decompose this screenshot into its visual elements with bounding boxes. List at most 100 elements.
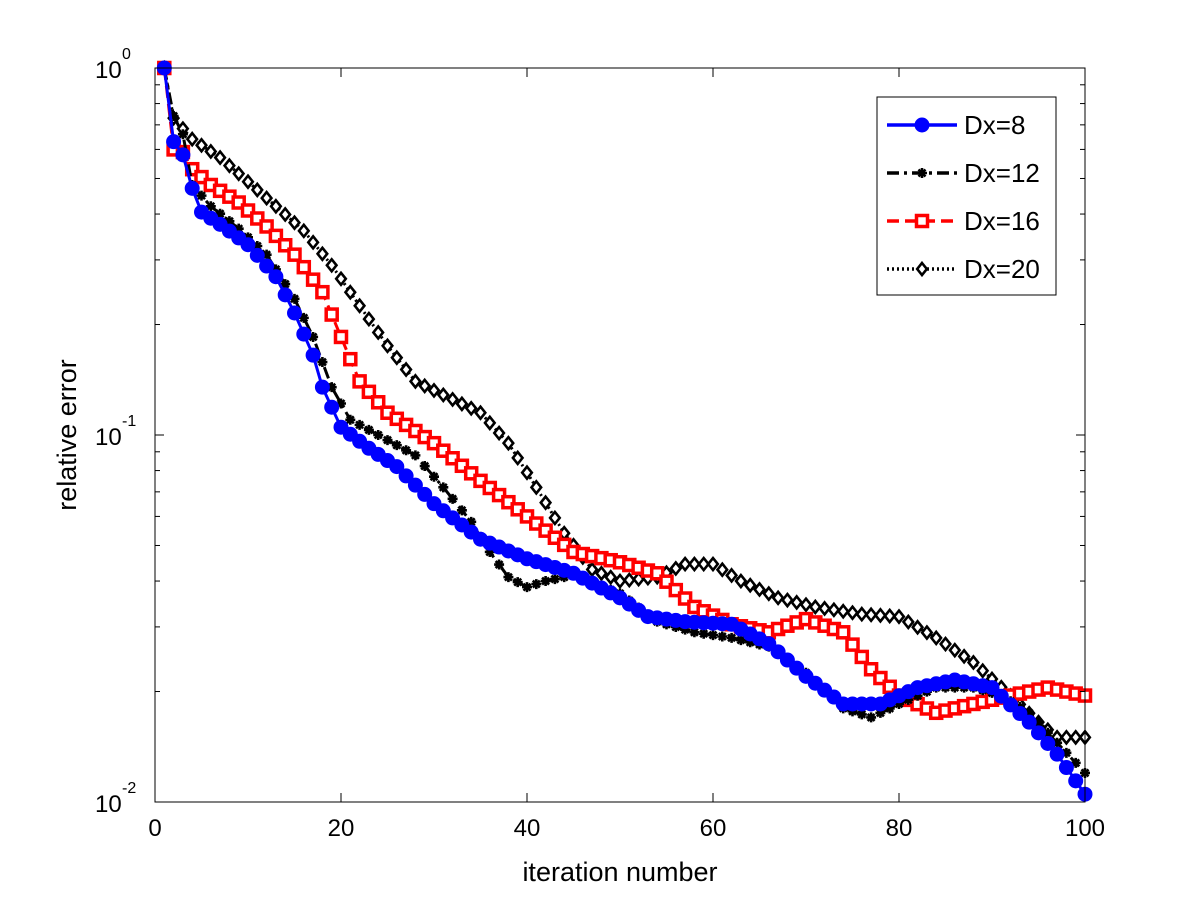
- data-point: [194, 169, 209, 185]
- data-point: [706, 555, 720, 573]
- data-point: [855, 606, 869, 623]
- data-point: [1058, 760, 1074, 776]
- legend-items: Dx=8 Dx=12 Dx=16 Dx=20: [887, 110, 1040, 284]
- series-dx-8: [156, 60, 1093, 802]
- data-point: [277, 238, 293, 253]
- data-point: [268, 269, 284, 285]
- data-point: [678, 555, 692, 573]
- x-tick-label: 100: [1065, 815, 1105, 842]
- x-tick-label: 20: [328, 815, 355, 842]
- legend-label: Dx=20: [964, 254, 1040, 284]
- data-point: [882, 679, 897, 695]
- data-point: [233, 223, 244, 234]
- data-point: [305, 347, 321, 363]
- legend-marker: [917, 168, 927, 178]
- data-point: [418, 377, 432, 394]
- data-point: [168, 110, 179, 121]
- data-point: [539, 494, 553, 511]
- data-point: [454, 458, 470, 474]
- data-point: [417, 486, 433, 502]
- data-point: [680, 624, 691, 635]
- data-point: [343, 284, 357, 301]
- data-point: [269, 198, 283, 215]
- legend-marker: [914, 117, 930, 133]
- data-point: [483, 414, 497, 431]
- data-point: [426, 435, 442, 451]
- data-point: [345, 414, 356, 425]
- data-point: [306, 234, 320, 251]
- data-point: [466, 516, 477, 527]
- data-point: [297, 222, 311, 239]
- data-point: [464, 400, 478, 417]
- data-point: [1040, 736, 1056, 752]
- data-point: [315, 284, 330, 300]
- data-point: [512, 577, 523, 588]
- data-point: [790, 594, 804, 611]
- data-point: [249, 247, 265, 263]
- data-point: [668, 582, 684, 598]
- data-point: [725, 567, 739, 584]
- data-point: [949, 682, 960, 693]
- data-point: [984, 680, 1000, 696]
- data-point: [1024, 707, 1035, 718]
- data-point: [401, 445, 412, 456]
- data-point: [836, 603, 850, 620]
- data-point: [669, 560, 683, 577]
- data-point: [976, 662, 990, 679]
- data-point: [287, 247, 302, 262]
- data-point: [215, 208, 226, 219]
- data-point: [456, 505, 467, 516]
- data-point: [892, 608, 906, 625]
- y-tick-label-exponent: -2: [122, 780, 136, 797]
- data-point: [185, 131, 199, 148]
- data-point: [520, 464, 534, 481]
- data-point: [354, 419, 365, 430]
- data-point: [399, 361, 413, 378]
- data-point: [296, 326, 312, 342]
- data-point: [854, 649, 870, 665]
- data-point: [324, 399, 340, 415]
- legend-label: Dx=8: [964, 110, 1025, 140]
- data-point: [875, 707, 886, 718]
- y-tick-label-exponent: 0: [122, 46, 131, 63]
- x-tick-label: 80: [886, 815, 913, 842]
- data-point: [743, 577, 757, 594]
- data-point: [846, 604, 859, 621]
- data-point: [381, 337, 394, 354]
- data-point: [613, 572, 627, 590]
- y-axis-label: relative error: [52, 359, 82, 511]
- legend: Dx=8 Dx=12 Dx=16 Dx=20: [876, 96, 1057, 296]
- data-point: [204, 143, 218, 160]
- series-layer: [156, 59, 1093, 802]
- data-point: [818, 600, 832, 617]
- data-point: [317, 357, 328, 368]
- data-point: [715, 561, 729, 578]
- data-point: [326, 382, 337, 393]
- data-point: [929, 629, 943, 646]
- legend-item: Dx=20: [887, 254, 1040, 284]
- data-point: [511, 449, 525, 466]
- data-point: [352, 374, 367, 389]
- data-point: [391, 440, 402, 451]
- data-point: [708, 630, 718, 641]
- data-point: [474, 404, 487, 421]
- data-point: [484, 546, 495, 557]
- data-point: [259, 219, 274, 234]
- data-point: [259, 258, 275, 274]
- data-point: [762, 585, 776, 602]
- legend-box: [876, 96, 1057, 296]
- data-point: [912, 690, 923, 701]
- data-point: [604, 569, 618, 586]
- data-point: [894, 698, 904, 709]
- data-point: [1012, 706, 1028, 722]
- y-tick-label-exponent: -1: [122, 413, 136, 430]
- legend-marker: [915, 260, 929, 278]
- data-point: [717, 631, 728, 642]
- data-point: [213, 149, 227, 166]
- data-point: [445, 450, 460, 466]
- data-point: [240, 237, 256, 253]
- data-point: [241, 173, 255, 190]
- data-point: [261, 249, 272, 260]
